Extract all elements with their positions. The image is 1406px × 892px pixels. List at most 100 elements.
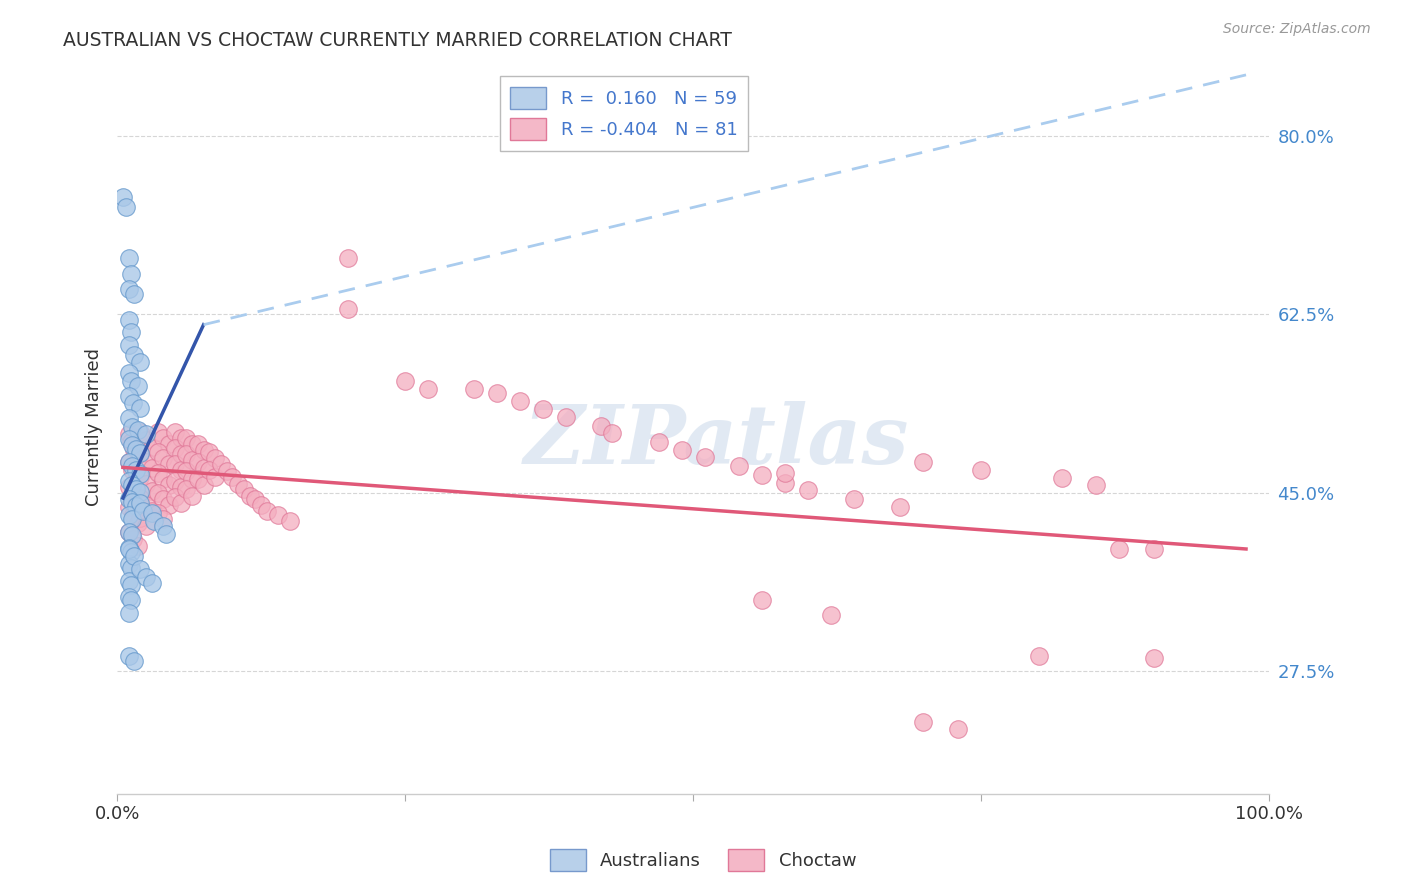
Point: [135, 426, 157, 441]
Point: [198, 445, 221, 459]
Point: [118, 508, 141, 523]
Point: [152, 472, 174, 486]
Point: [209, 458, 232, 472]
Point: [124, 348, 146, 362]
Point: [751, 467, 773, 482]
Point: [204, 469, 226, 483]
Point: [278, 515, 301, 529]
Point: [267, 508, 290, 523]
Point: [531, 402, 554, 417]
Point: [970, 463, 993, 477]
Point: [118, 338, 141, 352]
Point: [118, 558, 141, 572]
Point: [129, 469, 152, 483]
Point: [121, 495, 143, 509]
Point: [120, 374, 142, 388]
Point: [1143, 651, 1166, 665]
Point: [127, 423, 149, 437]
Point: [124, 463, 146, 477]
Point: [124, 654, 146, 668]
Point: [463, 382, 485, 396]
Point: [157, 498, 180, 512]
Point: [141, 504, 163, 518]
Point: [146, 425, 169, 439]
Point: [647, 434, 669, 449]
Point: [118, 389, 141, 403]
Point: [135, 518, 157, 533]
Point: [1143, 541, 1166, 556]
Point: [775, 475, 797, 490]
Point: [122, 508, 145, 523]
Point: [844, 491, 866, 506]
Point: [775, 466, 797, 480]
Point: [118, 480, 141, 494]
Point: [118, 574, 141, 588]
Point: [555, 410, 578, 425]
Point: [169, 480, 191, 494]
Point: [129, 491, 152, 505]
Point: [589, 418, 612, 433]
Point: [204, 451, 226, 466]
Point: [118, 524, 141, 539]
Point: [336, 302, 359, 317]
Point: [221, 469, 243, 483]
Point: [120, 577, 142, 591]
Point: [129, 446, 152, 460]
Point: [118, 252, 141, 266]
Point: [121, 527, 143, 541]
Point: [121, 477, 143, 491]
Point: [127, 491, 149, 506]
Point: [157, 437, 180, 451]
Point: [118, 541, 141, 556]
Text: Source: ZipAtlas.com: Source: ZipAtlas.com: [1223, 22, 1371, 37]
Point: [193, 461, 215, 475]
Point: [1050, 470, 1073, 484]
Point: [181, 437, 204, 451]
Point: [181, 453, 204, 467]
Point: [193, 477, 215, 491]
Point: [120, 561, 142, 575]
Point: [155, 526, 177, 541]
Point: [169, 447, 191, 461]
Point: [146, 486, 169, 500]
Point: [120, 545, 142, 559]
Point: [135, 455, 157, 469]
Point: [152, 451, 174, 466]
Point: [912, 455, 935, 469]
Point: [127, 516, 149, 531]
Legend: Australians, Choctaw: Australians, Choctaw: [543, 842, 863, 879]
Point: [394, 374, 416, 388]
Point: [1108, 541, 1130, 556]
Point: [163, 458, 186, 472]
Point: [135, 498, 157, 512]
Point: [1028, 648, 1050, 663]
Point: [118, 455, 141, 469]
Point: [111, 190, 134, 204]
Point: [187, 437, 209, 451]
Point: [193, 443, 215, 458]
Point: [671, 443, 693, 458]
Point: [129, 496, 152, 510]
Point: [163, 490, 186, 504]
Point: [129, 447, 152, 461]
Point: [124, 287, 146, 301]
Point: [118, 312, 141, 326]
Point: [122, 488, 145, 502]
Point: [118, 432, 141, 446]
Y-axis label: Currently Married: Currently Married: [86, 348, 103, 506]
Point: [486, 386, 509, 401]
Point: [239, 489, 262, 503]
Point: [152, 512, 174, 526]
Point: [124, 499, 146, 513]
Point: [232, 482, 254, 496]
Point: [146, 466, 169, 480]
Point: [146, 445, 169, 459]
Point: [169, 463, 191, 477]
Point: [1085, 477, 1108, 491]
Point: [129, 511, 152, 525]
Point: [946, 723, 969, 737]
Point: [181, 472, 204, 486]
Point: [245, 491, 267, 506]
Point: [122, 396, 145, 410]
Point: [141, 461, 163, 475]
